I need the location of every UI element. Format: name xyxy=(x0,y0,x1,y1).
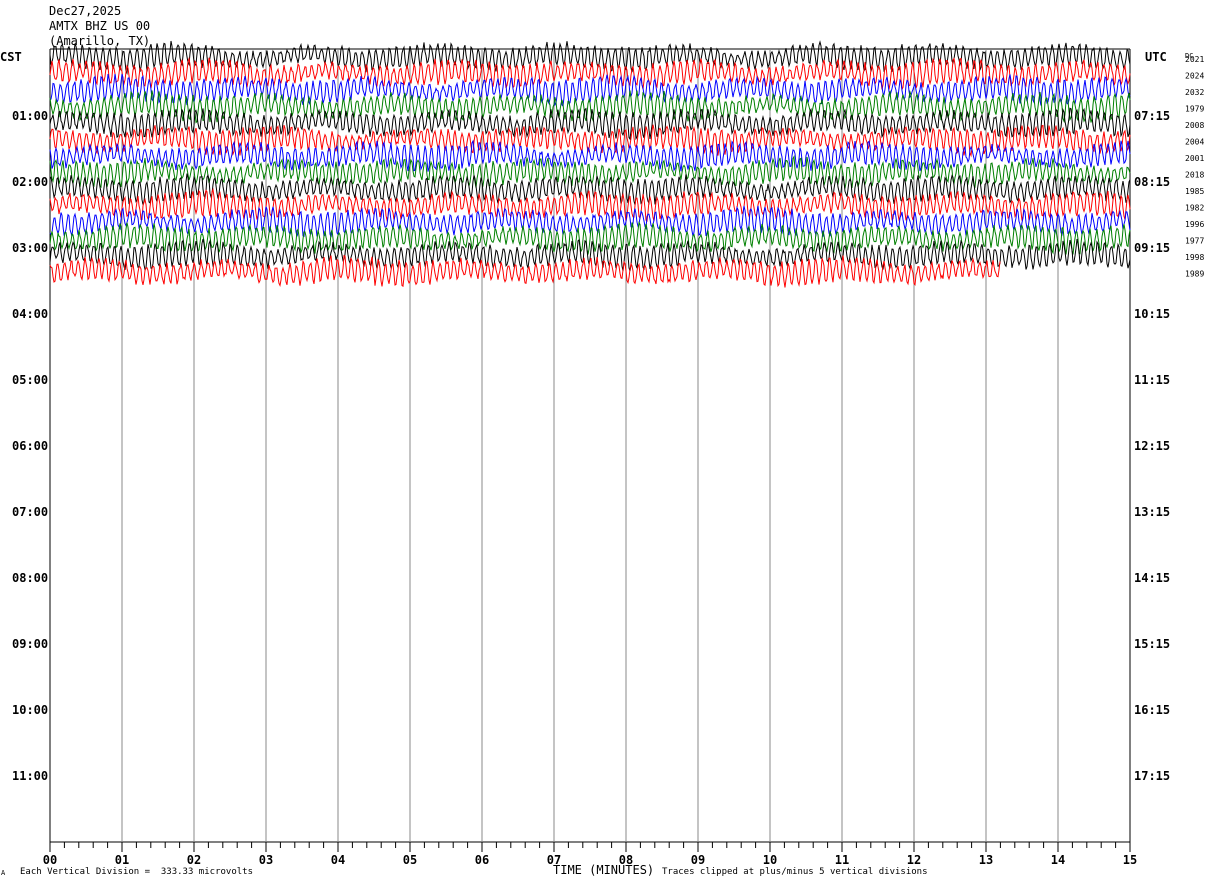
x-axis-title: TIME (MINUTES) xyxy=(553,863,655,877)
left-hour-label: 07:00 xyxy=(12,505,48,519)
left-hour-label: 01:00 xyxy=(12,109,48,123)
x-tick-label: 08 xyxy=(619,853,633,867)
seismic-trace xyxy=(49,90,1131,124)
x-tick-label: 05 xyxy=(403,853,417,867)
x-tick-label: 07 xyxy=(547,853,561,867)
right-hour-label: 16:15 xyxy=(1134,703,1170,717)
dc-offset-label: 2021 xyxy=(1185,55,1204,64)
seismic-trace xyxy=(49,107,1131,141)
left-hour-label: 11:00 xyxy=(12,769,48,783)
seismic-trace xyxy=(49,139,1131,172)
dc-offset-label: 2024 xyxy=(1185,72,1204,81)
right-hour-label: 10:15 xyxy=(1134,307,1170,321)
right-hour-label: 08:15 xyxy=(1134,175,1170,189)
right-hour-label: 12:15 xyxy=(1134,439,1170,453)
x-tick-label: 01 xyxy=(115,853,129,867)
seismic-trace xyxy=(49,238,1131,272)
x-tick-label: 15 xyxy=(1123,853,1137,867)
right-hour-label: 17:15 xyxy=(1134,769,1170,783)
x-tick-label: 14 xyxy=(1051,853,1065,867)
dc-offset-label: 2018 xyxy=(1185,171,1204,180)
x-tick-label: 11 xyxy=(835,853,849,867)
seismic-trace xyxy=(49,187,1131,222)
dc-offset-label: 2032 xyxy=(1185,88,1204,97)
left-hour-label: 05:00 xyxy=(12,373,48,387)
dc-offset-label: 1982 xyxy=(1185,204,1204,213)
dc-offset-label: 2004 xyxy=(1185,138,1204,147)
right-hour-label: 13:15 xyxy=(1134,505,1170,519)
corner-mark: A xyxy=(1,869,6,877)
dc-offset-label: 1989 xyxy=(1185,270,1204,279)
x-tick-label: 13 xyxy=(979,853,993,867)
x-tick-label: 09 xyxy=(691,853,705,867)
right-hour-label: 14:15 xyxy=(1134,571,1170,585)
x-tick-label: 12 xyxy=(907,853,921,867)
left-hour-label: 02:00 xyxy=(12,175,48,189)
seismic-trace xyxy=(49,40,1131,75)
dc-offset-label: 2001 xyxy=(1185,154,1204,163)
station-id: AMTX BHZ US 00 xyxy=(49,19,151,33)
seismic-trace xyxy=(49,205,1131,238)
left-hour-label: 08:00 xyxy=(12,571,48,585)
clip-note: Traces clipped at plus/minus 5 vertical … xyxy=(662,867,928,877)
x-tick-label: 02 xyxy=(187,853,201,867)
dc-header-label: DC xyxy=(1185,52,1193,60)
left-hour-label: 04:00 xyxy=(12,307,48,321)
dc-offset-label: 1979 xyxy=(1185,105,1204,114)
left-timezone-label: CST xyxy=(0,50,22,64)
division-note: Each Vertical Division = 333.33 microvol… xyxy=(20,867,253,877)
seismic-trace xyxy=(49,155,1131,189)
seismic-trace xyxy=(49,56,1131,92)
x-tick-label: 03 xyxy=(259,853,273,867)
right-hour-label: 11:15 xyxy=(1134,373,1170,387)
dc-offset-label: 1985 xyxy=(1185,187,1204,196)
x-tick-label: 10 xyxy=(763,853,777,867)
right-hour-label: 09:15 xyxy=(1134,241,1170,255)
plot-date: Dec27,2025 xyxy=(49,4,122,18)
right-timezone-label: UTC xyxy=(1145,50,1167,64)
left-hour-label: 03:00 xyxy=(12,241,48,255)
x-tick-label: 06 xyxy=(475,853,489,867)
dc-offset-label: 1977 xyxy=(1185,237,1204,246)
seismic-trace xyxy=(49,173,1131,206)
left-hour-label: 10:00 xyxy=(12,703,48,717)
left-hour-label: 06:00 xyxy=(12,439,48,453)
right-hour-label: 07:15 xyxy=(1134,109,1170,123)
dc-offset-label: 1996 xyxy=(1185,220,1204,229)
seismic-trace xyxy=(49,254,1001,288)
station-location: (Amarillo, TX) xyxy=(49,34,151,48)
x-tick-label: 00 xyxy=(43,853,57,867)
dc-offset-label: 1998 xyxy=(1185,253,1204,262)
right-hour-label: 15:15 xyxy=(1134,637,1170,651)
seismic-trace xyxy=(49,221,1131,255)
dc-offset-label: 2008 xyxy=(1185,121,1204,130)
left-hour-label: 09:00 xyxy=(12,637,48,651)
x-tick-label: 04 xyxy=(331,853,345,867)
